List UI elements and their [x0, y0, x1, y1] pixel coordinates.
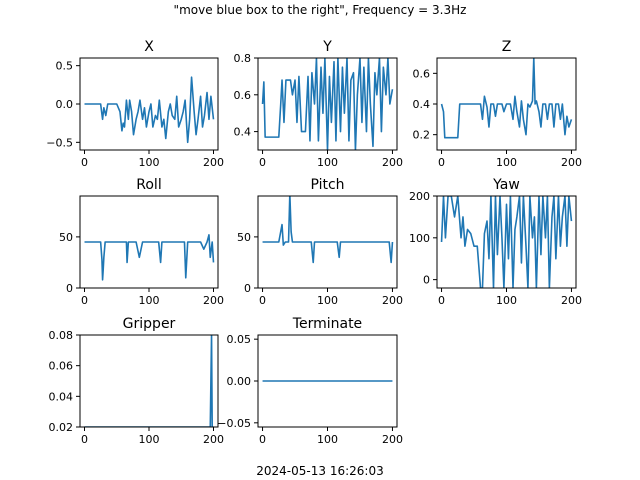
x-tick-label-pitch: 0 — [259, 294, 266, 307]
subplot-title-terminate: Terminate — [292, 316, 362, 332]
x-tick-label-z: 100 — [496, 156, 517, 169]
subplot-y: Y 0 100 200 0.4 0.6 0.8 — [234, 39, 403, 169]
x-tick-label-terminate: 200 — [382, 433, 403, 446]
subplot-x: X 0 100 200 −0.5 0.0 0.5 — [46, 39, 224, 169]
x-tick-label-z: 200 — [561, 156, 582, 169]
axes-frame-gripper — [79, 334, 219, 428]
y-tick-label-terminate: −0.05 — [217, 417, 251, 430]
subplot-terminate: Terminate 0 100 200 −0.05 0.00 0.05 — [217, 316, 403, 446]
figure-suptitle: "move blue box to the right", Frequency … — [174, 3, 467, 17]
x-tick-label-yaw: 0 — [438, 294, 445, 307]
x-tick-label-z: 0 — [438, 156, 445, 169]
y-tick-label-gripper: 0.04 — [49, 390, 74, 403]
x-tick-label-roll: 0 — [81, 294, 88, 307]
series-line-z — [440, 58, 573, 139]
x-tick-label-terminate: 0 — [259, 433, 266, 446]
y-tick-label-gripper: 0.02 — [49, 421, 74, 434]
subplot-title-z: Z — [502, 39, 512, 55]
y-tick-label-x: −0.5 — [46, 136, 73, 149]
y-tick-label-z: 0.2 — [413, 129, 431, 142]
y-tick-label-yaw: 100 — [409, 232, 430, 245]
subplot-roll: Roll 0 100 200 0 50 — [59, 177, 224, 307]
x-tick-label-x: 200 — [203, 156, 224, 169]
y-tick-label-terminate: 0.00 — [227, 375, 252, 388]
y-tick-label-roll: 0 — [66, 282, 73, 295]
y-tick-label-terminate: 0.05 — [227, 333, 252, 346]
y-tick-label-gripper: 0.08 — [49, 329, 74, 342]
series-line-yaw — [440, 196, 573, 288]
y-tick-label-y: 0.6 — [234, 89, 252, 102]
y-tick-label-yaw: 200 — [409, 190, 430, 203]
y-tick-label-roll: 50 — [59, 231, 73, 244]
series-line-gripper — [84, 335, 214, 427]
y-tick-label-z: 0.4 — [413, 98, 431, 111]
x-tick-label-y: 100 — [317, 156, 338, 169]
x-tick-label-terminate: 100 — [317, 433, 338, 446]
subplot-title-x: X — [144, 39, 154, 55]
y-tick-label-x: 0.5 — [56, 60, 74, 73]
x-tick-label-yaw: 100 — [496, 294, 517, 307]
y-tick-label-y: 0.4 — [234, 126, 252, 139]
y-tick-label-gripper: 0.06 — [49, 360, 74, 373]
x-tick-label-yaw: 200 — [561, 294, 582, 307]
x-tick-label-gripper: 100 — [139, 433, 160, 446]
y-tick-label-pitch: 0 — [244, 282, 251, 295]
subplot-z: Z 0 100 200 0.2 0.4 0.6 — [413, 39, 582, 169]
subplot-yaw: Yaw 0 100 200 0 100 200 — [409, 177, 582, 307]
x-tick-label-roll: 200 — [203, 294, 224, 307]
x-tick-label-y: 200 — [382, 156, 403, 169]
y-tick-label-y: 0.8 — [234, 52, 252, 65]
subplot-pitch: Pitch 0 100 200 0 50 — [237, 177, 403, 307]
y-tick-label-x: 0.0 — [56, 98, 74, 111]
y-tick-label-pitch: 50 — [237, 231, 251, 244]
series-line-roll — [84, 234, 215, 281]
figure-timestamp: 2024-05-13 16:26:03 — [256, 464, 383, 478]
subplot-title-y: Y — [322, 39, 332, 55]
x-tick-label-y: 0 — [259, 156, 266, 169]
series-line-pitch — [262, 196, 394, 264]
subplot-gripper: Gripper 0 100 200 0.02 0.04 0.06 0.08 — [49, 316, 224, 446]
x-tick-label-gripper: 0 — [81, 433, 88, 446]
subplot-title-yaw: Yaw — [492, 177, 520, 193]
subplot-title-roll: Roll — [136, 177, 161, 193]
y-tick-label-yaw: 0 — [423, 274, 430, 287]
x-tick-label-pitch: 100 — [317, 294, 338, 307]
x-tick-label-x: 100 — [139, 156, 160, 169]
x-tick-label-x: 0 — [81, 156, 88, 169]
subplot-title-gripper: Gripper — [123, 316, 176, 332]
subplot-title-pitch: Pitch — [310, 177, 344, 193]
series-line-x — [84, 76, 215, 144]
x-tick-label-gripper: 200 — [203, 433, 224, 446]
y-tick-label-z: 0.6 — [413, 67, 431, 80]
series-line-y — [261, 58, 394, 150]
x-tick-label-pitch: 200 — [382, 294, 403, 307]
subplot-grid: X 0 100 200 −0.5 0.0 0.5 Y 0 100 200 0.4 0.6 0.8 Z 0 100… — [46, 39, 582, 446]
x-tick-label-roll: 100 — [139, 294, 160, 307]
